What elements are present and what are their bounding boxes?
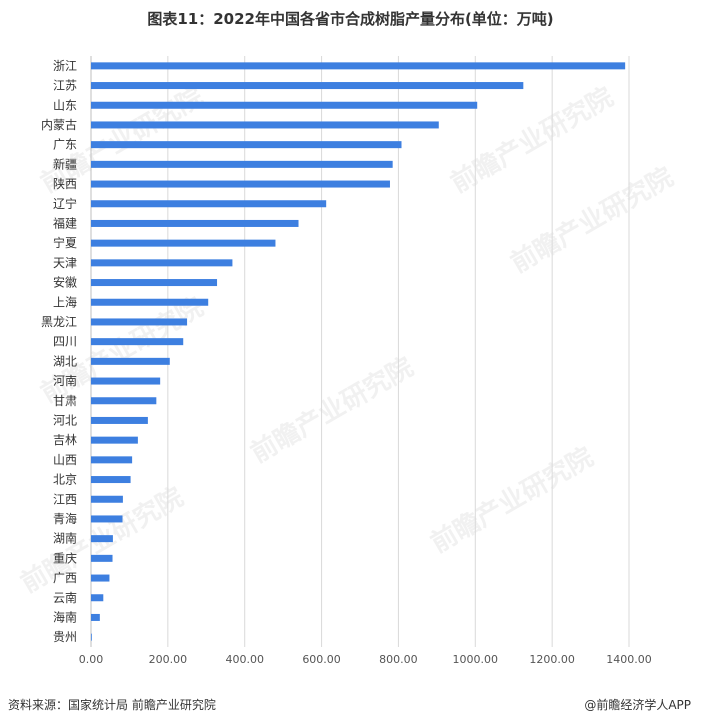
chart-title: 图表11：2022年中国各省市合成树脂产量分布(单位：万吨) bbox=[147, 10, 554, 28]
y-tick-label: 贵州 bbox=[53, 630, 77, 644]
bar bbox=[91, 515, 123, 523]
bar bbox=[91, 456, 133, 464]
y-tick-label: 辽宁 bbox=[53, 196, 77, 211]
x-tick-label: 400.00 bbox=[225, 653, 264, 666]
y-tick-label: 甘肃 bbox=[53, 394, 77, 408]
y-tick-label: 广东 bbox=[53, 138, 77, 152]
bar bbox=[91, 594, 104, 602]
y-tick-label: 湖南 bbox=[53, 531, 77, 546]
y-tick-label: 福建 bbox=[53, 215, 77, 230]
y-tick-label: 江西 bbox=[53, 492, 77, 506]
y-tick-label: 浙江 bbox=[53, 59, 77, 73]
y-tick-label: 广西 bbox=[53, 571, 77, 585]
y-tick-label: 黑龙江 bbox=[41, 315, 77, 329]
bar bbox=[91, 101, 478, 109]
bar bbox=[91, 574, 110, 582]
y-tick-label: 四川 bbox=[53, 335, 77, 349]
bar bbox=[91, 535, 113, 543]
y-tick-label: 陕西 bbox=[53, 176, 77, 191]
bar bbox=[91, 495, 123, 503]
y-tick-label: 北京 bbox=[53, 473, 77, 487]
bar bbox=[91, 141, 402, 149]
y-tick-label: 河南 bbox=[53, 373, 77, 388]
y-tick-label: 天津 bbox=[53, 256, 77, 270]
y-tick-label: 江苏 bbox=[53, 79, 77, 93]
source-note: 资料来源：国家统计局 前瞻产业研究院 bbox=[8, 698, 216, 712]
y-tick-label: 吉林 bbox=[53, 433, 77, 447]
bar bbox=[91, 377, 161, 385]
y-tick-label: 云南 bbox=[53, 590, 77, 605]
bar bbox=[91, 318, 188, 326]
bar bbox=[91, 416, 148, 424]
bar bbox=[91, 554, 113, 562]
bar bbox=[91, 633, 92, 641]
x-tick-label: 0.00 bbox=[79, 653, 104, 666]
bar bbox=[91, 62, 626, 70]
x-tick-label: 1000.00 bbox=[453, 653, 499, 666]
y-tick-label: 重庆 bbox=[53, 551, 77, 565]
y-tick-label: 海南 bbox=[53, 609, 77, 624]
y-tick-label: 上海 bbox=[53, 294, 77, 309]
bar bbox=[91, 338, 184, 346]
bar bbox=[91, 200, 327, 208]
y-tick-label: 山西 bbox=[53, 453, 77, 467]
x-tick-label: 1200.00 bbox=[529, 653, 575, 666]
y-tick-label: 河北 bbox=[53, 413, 77, 427]
brand-label: @前瞻经济学人APP bbox=[584, 698, 691, 712]
bar bbox=[91, 357, 170, 365]
bar-chart: 0.00 200.00 400.00 600.00 800.00 1000.00 1200.… bbox=[41, 56, 652, 666]
bar bbox=[91, 121, 439, 129]
y-tick-label: 内蒙古 bbox=[41, 117, 77, 132]
bar bbox=[91, 82, 524, 90]
bar bbox=[91, 239, 276, 247]
bar bbox=[91, 259, 233, 267]
bar bbox=[91, 397, 157, 405]
bar bbox=[91, 219, 299, 227]
y-tick-label: 湖北 bbox=[53, 353, 77, 368]
y-tick-label: 宁夏 bbox=[53, 235, 77, 250]
bar bbox=[91, 298, 209, 306]
y-tick-label: 青海 bbox=[53, 511, 77, 526]
bar bbox=[91, 436, 138, 444]
bar bbox=[91, 613, 100, 621]
x-tick-label: 800.00 bbox=[379, 653, 418, 666]
bar bbox=[91, 180, 390, 188]
x-tick-label: 200.00 bbox=[149, 653, 188, 666]
y-tick-label: 安徽 bbox=[53, 275, 77, 290]
bar bbox=[91, 476, 131, 484]
bar bbox=[91, 279, 218, 287]
x-tick-label: 1400.00 bbox=[606, 653, 652, 666]
bar bbox=[91, 160, 393, 168]
y-tick-label: 山东 bbox=[53, 98, 77, 112]
y-tick-label: 新疆 bbox=[53, 156, 77, 171]
x-tick-label: 600.00 bbox=[302, 653, 341, 666]
